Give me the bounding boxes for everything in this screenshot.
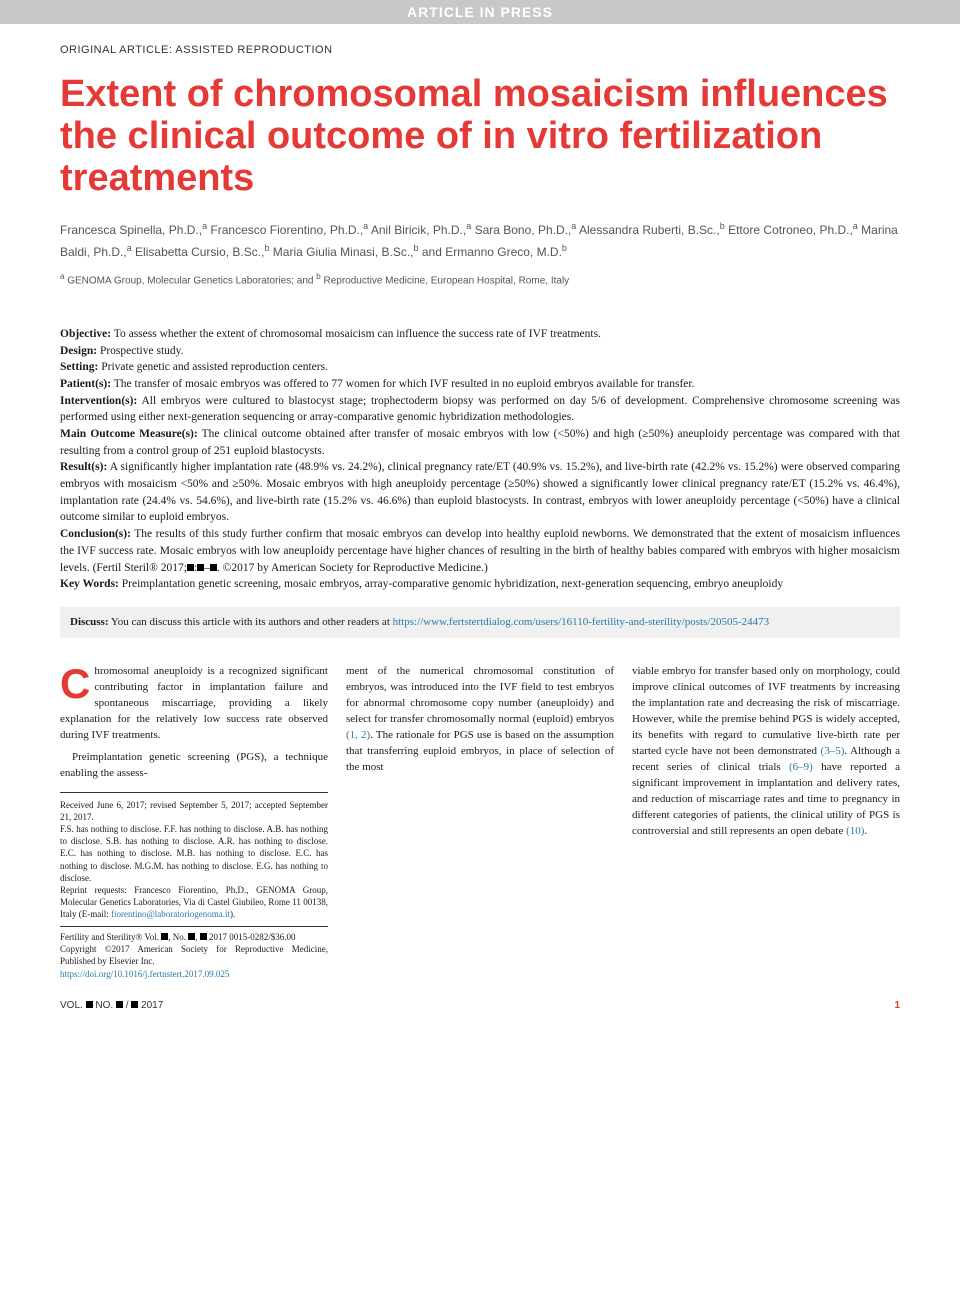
abstract-block: Objective: To assess whether the extent … xyxy=(60,326,900,593)
disclosures: F.S. has nothing to disclose. F.F. has n… xyxy=(60,823,328,884)
authors-list: Francesca Spinella, Ph.D.,a Francesco Fi… xyxy=(60,219,900,261)
abstract-text: All embryos were cultured to blastocyst … xyxy=(60,395,900,424)
discuss-box: Discuss: You can discuss this article wi… xyxy=(60,607,900,638)
abstract-label: Intervention(s): xyxy=(60,395,137,407)
abstract-label: Patient(s): xyxy=(60,378,111,390)
article-footer: Received June 6, 2017; revised September… xyxy=(60,792,328,980)
abstract-label: Design: xyxy=(60,345,97,357)
article-in-press-banner: ARTICLE IN PRESS xyxy=(0,0,960,24)
body-columns: Chromosomal aneuploidy is a recognized s… xyxy=(60,664,900,980)
body-paragraph: viable embryo for transfer based only on… xyxy=(632,664,900,839)
article-title: Extent of chromosomal mosaicism influenc… xyxy=(60,74,900,199)
page-content: ORIGINAL ARTICLE: ASSISTED REPRODUCTION … xyxy=(0,24,960,990)
abstract-label: Main Outcome Measure(s): xyxy=(60,428,198,440)
discuss-text: You can discuss this article with its au… xyxy=(109,616,393,628)
citation-link[interactable]: (10) xyxy=(846,825,864,837)
citation-link[interactable]: (3–5) xyxy=(821,745,845,757)
article-category: ORIGINAL ARTICLE: ASSISTED REPRODUCTION xyxy=(60,44,900,56)
discuss-label: Discuss: xyxy=(70,616,109,628)
journal-footer: Fertility and Sterility® Vol. , No. , 20… xyxy=(60,926,328,980)
abstract-text: To assess whether the extent of chromoso… xyxy=(111,328,601,340)
page-footer: VOL. NO. / 2017 1 xyxy=(0,990,960,1031)
body-paragraph: Chromosomal aneuploidy is a recognized s… xyxy=(60,664,328,744)
dropcap: C xyxy=(60,664,94,702)
affiliations: a GENOMA Group, Molecular Genetics Labor… xyxy=(60,272,900,286)
reprint-requests: Reprint requests: Francesco Fiorentino, … xyxy=(60,884,328,920)
reprint-email-link[interactable]: fiorentino@laboratoriogenoma.it xyxy=(111,909,230,919)
abstract-label: Objective: xyxy=(60,328,111,340)
page-number: 1 xyxy=(894,1000,900,1011)
citation-link[interactable]: (1, 2) xyxy=(346,729,370,741)
page-footer-left: VOL. NO. / 2017 xyxy=(60,1000,163,1011)
abstract-label: Key Words: xyxy=(60,578,119,590)
doi-link[interactable]: https://doi.org/10.1016/j.fertnstert.201… xyxy=(60,969,229,979)
abstract-text: Preimplantation genetic screening, mosai… xyxy=(119,578,783,590)
abstract-text: The results of this study further confir… xyxy=(60,528,900,573)
column-2: ment of the numerical chromosomal consti… xyxy=(346,664,614,980)
abstract-text: Prospective study. xyxy=(97,345,183,357)
discuss-link[interactable]: https://www.fertstertdialog.com/users/16… xyxy=(393,616,770,628)
abstract-label: Setting: xyxy=(60,361,98,373)
abstract-label: Conclusion(s): xyxy=(60,528,131,540)
abstract-text: The transfer of mosaic embryos was offer… xyxy=(111,378,694,390)
citation-link[interactable]: (6–9) xyxy=(789,761,813,773)
column-1: Chromosomal aneuploidy is a recognized s… xyxy=(60,664,328,980)
copyright-line: Copyright ©2017 American Society for Rep… xyxy=(60,943,328,967)
abstract-text: A significantly higher implantation rate… xyxy=(60,461,900,523)
journal-vol-info: Fertility and Sterility® Vol. , No. , 20… xyxy=(60,931,328,943)
received-dates: Received June 6, 2017; revised September… xyxy=(60,799,328,823)
column-3: viable embryo for transfer based only on… xyxy=(632,664,900,980)
body-paragraph: ment of the numerical chromosomal consti… xyxy=(346,664,614,776)
body-paragraph: Preimplantation genetic screening (PGS),… xyxy=(60,750,328,782)
abstract-text: Private genetic and assisted reproductio… xyxy=(98,361,328,373)
abstract-label: Result(s): xyxy=(60,461,107,473)
